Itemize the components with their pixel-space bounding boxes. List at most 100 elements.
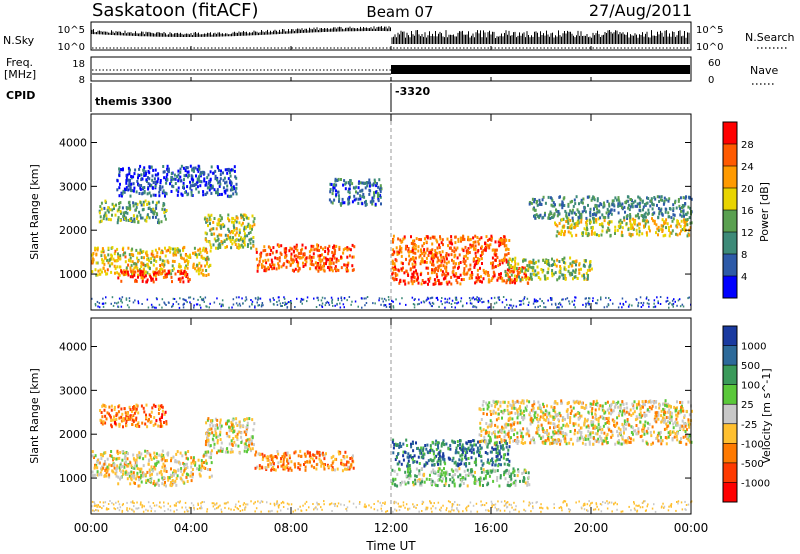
power-cell	[596, 197, 599, 201]
power-cell	[249, 224, 251, 228]
velocity-scatter	[91, 399, 693, 513]
velocity-cell	[96, 470, 99, 474]
power-cell	[643, 203, 646, 206]
velocity-cell	[222, 447, 224, 451]
power-cell	[488, 306, 491, 309]
power-cell	[166, 173, 169, 176]
power-cell	[134, 270, 137, 274]
power-cell	[570, 226, 573, 230]
velocity-cell	[492, 448, 495, 451]
power-cell	[608, 204, 611, 208]
power-cell	[654, 197, 657, 201]
power-cell	[400, 250, 403, 254]
power-cell	[497, 296, 499, 299]
power-cell	[234, 233, 237, 237]
power-cell	[567, 204, 570, 208]
power-cell	[586, 234, 589, 238]
power-cell	[524, 275, 526, 279]
power-cell	[353, 194, 356, 198]
power-cell	[474, 240, 477, 244]
power-cell	[348, 180, 351, 184]
power-cell	[447, 253, 450, 257]
velocity-cell	[226, 434, 229, 438]
power-cell	[533, 272, 536, 276]
velocity-cell	[193, 461, 195, 465]
power-cell	[318, 266, 321, 270]
power-cell	[104, 256, 107, 260]
power-cell	[96, 300, 99, 303]
power-cell	[102, 302, 105, 305]
power-cell	[557, 302, 560, 305]
power-cell	[328, 198, 331, 202]
power-cell	[572, 219, 574, 223]
power-cell	[656, 203, 658, 207]
power-cell	[317, 254, 320, 258]
velocity-cell	[115, 470, 118, 474]
power-cell	[471, 273, 474, 276]
power-cell	[456, 256, 459, 260]
velocity-cell	[469, 443, 472, 447]
power-cell	[127, 178, 130, 182]
power-cell	[416, 272, 419, 276]
power-cell	[200, 254, 203, 258]
power-cell	[409, 250, 412, 254]
power-cell	[378, 187, 381, 191]
power-cell	[497, 264, 500, 267]
power-cell	[321, 253, 323, 257]
power-cell	[561, 305, 563, 308]
velocity-cell	[318, 451, 321, 455]
power-cell	[457, 266, 459, 270]
velocity-cell	[402, 458, 405, 462]
power-cell	[109, 208, 112, 212]
power-cell	[483, 300, 485, 303]
power-cell	[163, 263, 166, 267]
power-cell	[578, 263, 581, 267]
power-cell	[391, 266, 394, 270]
power-cell	[543, 213, 546, 217]
power-cell	[634, 199, 637, 203]
power-cell	[233, 226, 236, 230]
power-cell	[219, 302, 221, 305]
power-cell	[172, 303, 174, 306]
velocity-cell	[217, 449, 220, 453]
power-cell	[528, 301, 530, 304]
power-cell	[263, 269, 266, 273]
velocity-cell	[352, 466, 355, 470]
power-cell	[126, 304, 129, 307]
power-cell	[119, 182, 121, 186]
power-cell	[470, 271, 473, 274]
power-cell	[209, 263, 212, 267]
velocity-cell	[96, 473, 99, 477]
power-cell	[136, 214, 139, 218]
power-cell	[634, 204, 637, 208]
power-cell	[465, 272, 468, 276]
velocity-cell	[246, 438, 249, 442]
velocity-cell	[313, 454, 316, 457]
power-cell	[261, 302, 264, 304]
power-cell	[128, 258, 131, 262]
velocity-cell	[336, 467, 339, 471]
nsky-trace	[91, 26, 690, 49]
power-cell	[555, 303, 557, 306]
power-cell	[296, 248, 299, 252]
power-cell	[275, 267, 278, 271]
power-cell	[648, 229, 651, 233]
power-cell	[479, 279, 482, 283]
velocity-cell	[238, 451, 241, 455]
velocity-cell	[261, 458, 264, 461]
power-cell	[556, 258, 559, 262]
power-cell	[174, 272, 177, 276]
velocity-cell	[282, 463, 285, 467]
velocity-cell	[140, 452, 143, 456]
power-cell	[151, 178, 154, 182]
power-cell	[565, 211, 568, 215]
power-cell	[581, 233, 584, 237]
velocity-cell	[214, 427, 217, 431]
power-cell	[137, 275, 139, 279]
velocity-cell	[207, 433, 210, 437]
power-cell	[376, 192, 379, 195]
power-cell	[507, 278, 510, 282]
power-cell	[142, 263, 145, 267]
velocity-cell	[180, 469, 183, 473]
power-cell	[563, 260, 565, 264]
